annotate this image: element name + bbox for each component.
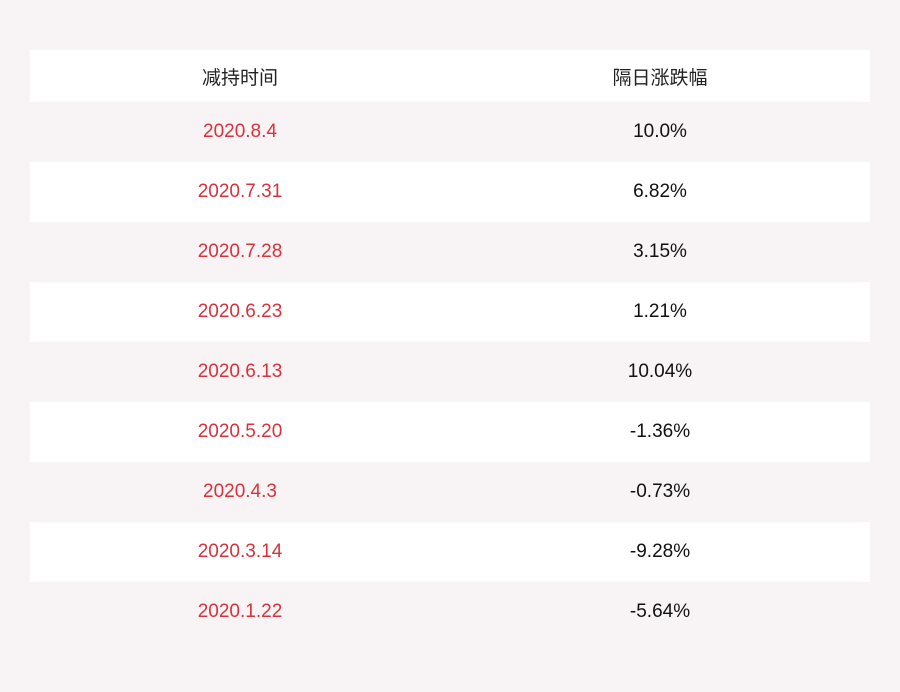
table-row: 2020.6.23 1.21% xyxy=(30,282,870,342)
table-header: 减持时间 隔日涨跌幅 xyxy=(30,50,870,102)
change-cell: 10.04% xyxy=(627,361,693,382)
table-row: 2020.7.31 6.82% xyxy=(30,162,870,222)
table-row: 2020.6.13 10.04% xyxy=(30,342,870,402)
change-cell: -0.73% xyxy=(629,481,691,502)
change-cell: 6.82% xyxy=(633,181,687,202)
date-cell: 2020.8.4 xyxy=(203,121,277,142)
header-next-day-change: 隔日涨跌幅 xyxy=(612,66,708,89)
change-cell: 3.15% xyxy=(633,241,687,262)
change-cell: -5.64% xyxy=(629,601,691,622)
change-cell: 1.21% xyxy=(633,301,687,322)
date-cell: 2020.6.23 xyxy=(197,301,283,322)
change-cell: -9.28% xyxy=(629,541,691,562)
table-row: 2020.7.28 3.15% xyxy=(30,222,870,282)
change-cell: 10.0% xyxy=(633,121,687,142)
header-reduction-time: 减持时间 xyxy=(201,66,278,89)
date-cell: 2020.5.20 xyxy=(197,421,283,442)
date-cell: 2020.6.13 xyxy=(197,361,283,382)
reduction-table: 减持时间 隔日涨跌幅 2020.8.4 10.0% 2020.7.31 6.82… xyxy=(30,50,870,642)
change-cell: -1.36% xyxy=(629,421,691,442)
date-cell: 2020.4.3 xyxy=(203,481,277,502)
date-cell: 2020.7.31 xyxy=(197,181,283,202)
table-row: 2020.3.14 -9.28% xyxy=(30,522,870,582)
date-cell: 2020.1.22 xyxy=(197,601,283,622)
date-cell: 2020.7.28 xyxy=(197,241,283,262)
table-row: 2020.4.3 -0.73% xyxy=(30,462,870,522)
date-cell: 2020.3.14 xyxy=(197,541,283,562)
table-row: 2020.5.20 -1.36% xyxy=(30,402,870,462)
table-row: 2020.1.22 -5.64% xyxy=(30,582,870,642)
table-row: 2020.8.4 10.0% xyxy=(30,102,870,162)
